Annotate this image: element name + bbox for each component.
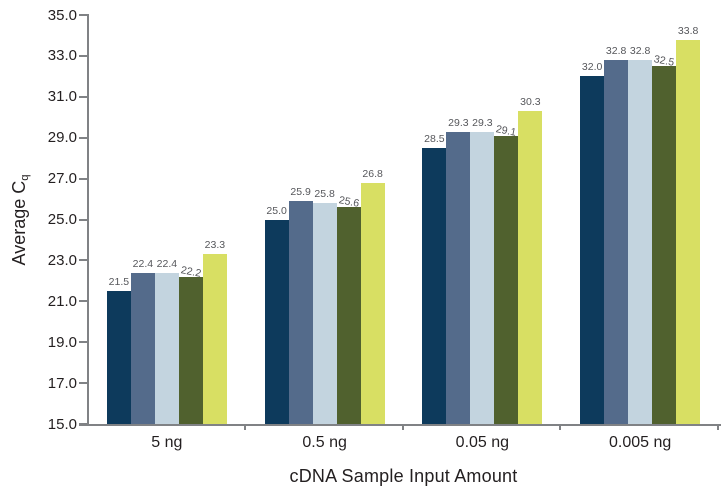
bar-value-label: 21.5 <box>108 276 130 289</box>
y-tick-label: 29.0 <box>47 129 77 147</box>
bar <box>130 272 155 424</box>
bar <box>264 219 289 424</box>
y-tick-label: 17.0 <box>47 374 77 392</box>
bar-value-label: 22.4 <box>132 257 154 270</box>
category-label: 5 ng <box>151 434 183 451</box>
y-tick-mark <box>79 218 87 221</box>
bar-value-label: 29.3 <box>472 116 493 129</box>
y-axis-line <box>87 14 89 426</box>
bar <box>422 147 447 424</box>
x-tick-mark <box>401 424 404 430</box>
y-tick-mark <box>79 259 87 262</box>
y-tick-label: 33.0 <box>47 47 77 65</box>
y-tick-label: 27.0 <box>47 170 77 188</box>
bar-value-label: 25.9 <box>290 186 311 199</box>
bar-value-label: 23.3 <box>204 239 226 252</box>
y-tick-label: 35.0 <box>47 6 77 24</box>
bar-value-label: 22.4 <box>156 257 178 270</box>
bar <box>336 207 361 424</box>
y-tick-mark <box>79 54 87 57</box>
bar-value-label: 28.5 <box>424 132 445 145</box>
bar-value-label: 32.8 <box>605 44 627 57</box>
bar <box>202 254 227 424</box>
bar-value-label: 29.3 <box>448 116 469 129</box>
bar <box>628 59 653 424</box>
bar <box>312 203 337 424</box>
y-tick-mark <box>79 136 87 139</box>
category-label: 0.05 ng <box>455 434 510 451</box>
bar <box>106 291 131 424</box>
bar-value-label: 32.0 <box>581 61 603 74</box>
y-axis-title-main: Average C <box>9 180 29 266</box>
y-tick-mark <box>79 300 87 303</box>
y-tick-label: 31.0 <box>47 88 77 106</box>
y-tick-mark <box>79 423 87 425</box>
bar <box>178 276 203 424</box>
category-label: 0.005 ng <box>608 434 672 451</box>
y-tick-label: 21.0 <box>47 292 77 310</box>
bar <box>652 66 677 424</box>
y-tick-label: 19.0 <box>47 333 77 351</box>
bar-value-label: 25.0 <box>266 204 287 217</box>
category-label: 0.5 ng <box>302 434 347 451</box>
y-axis-title-subscript: q <box>18 174 31 181</box>
bar <box>446 131 471 424</box>
bar <box>580 76 605 424</box>
bar <box>676 39 701 424</box>
bar <box>518 111 543 424</box>
y-tick-label: 15.0 <box>47 415 77 433</box>
bar-value-label: 33.8 <box>677 24 699 37</box>
y-tick-mark <box>79 341 87 344</box>
x-tick-mark <box>717 424 719 430</box>
bar-value-label: 25.8 <box>314 188 335 201</box>
y-tick-mark <box>79 382 87 385</box>
x-axis-title: cDNA Sample Input Amount <box>289 466 518 486</box>
bar <box>360 182 385 424</box>
y-tick-mark <box>79 14 87 16</box>
bar <box>604 59 629 424</box>
bar-value-label: 30.3 <box>520 96 541 109</box>
bar <box>288 201 313 424</box>
x-tick-mark <box>559 424 562 430</box>
y-tick-label: 25.0 <box>47 211 77 228</box>
y-tick-mark <box>79 95 87 98</box>
bar <box>494 135 519 424</box>
y-tick-label: 23.0 <box>47 251 77 269</box>
bar <box>154 272 179 424</box>
x-axis-line <box>79 424 721 426</box>
x-tick-mark <box>243 424 246 430</box>
y-tick-mark <box>79 177 87 180</box>
y-axis-title: Average Cq <box>9 120 31 320</box>
bar-value-label: 26.8 <box>362 167 383 180</box>
bar-value-label: 32.8 <box>629 44 651 57</box>
bar <box>470 131 495 424</box>
